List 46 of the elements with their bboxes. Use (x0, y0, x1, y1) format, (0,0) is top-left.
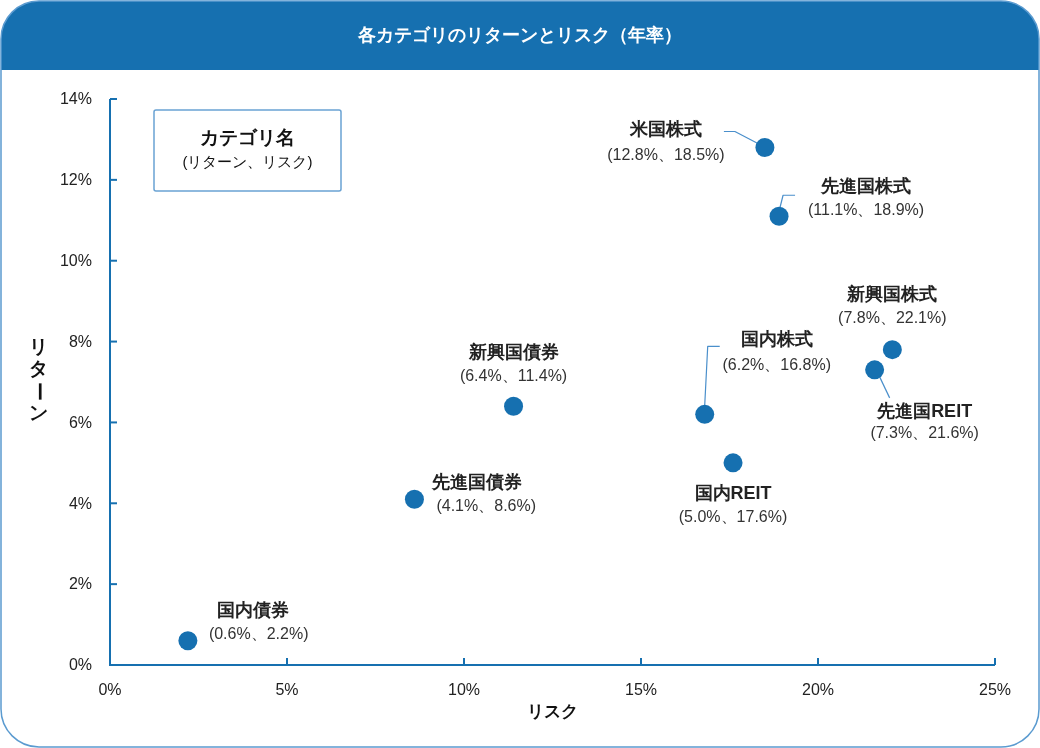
series-name: 先進国債券 (432, 472, 523, 492)
ytick: 14% (59, 90, 92, 108)
series-name: 先進国REIT (877, 400, 973, 421)
point (504, 396, 524, 416)
xtick: 10% (448, 681, 480, 699)
point (178, 631, 198, 651)
ytick: 2% (68, 575, 92, 593)
xtick: 15% (625, 681, 657, 699)
value-label: (7.3%、21.6%) (870, 424, 979, 442)
annotation: (リターン、リスク) (182, 152, 313, 170)
point (882, 340, 902, 360)
series-name: 国内債券 (216, 600, 289, 621)
ytick: 4% (68, 494, 92, 512)
series-name: 国内REIT (694, 482, 772, 503)
value-label: (11.1%、18.9%) (807, 201, 925, 219)
series-name: 国内株式 (740, 329, 813, 350)
xlabel: リスク (527, 702, 578, 722)
value-label: (5.0%、17.6%) (678, 508, 788, 526)
value-label: (6.2%、16.8%) (722, 355, 831, 373)
value-label: (0.6%、2.2%) (208, 624, 309, 642)
series-name: 米国株式 (629, 119, 702, 140)
series-name: 新興国株式 (847, 284, 938, 305)
ytick: 12% (59, 171, 92, 189)
point (769, 206, 789, 226)
value-label: (4.1%、8.6%) (436, 497, 537, 515)
ytick: 0% (68, 656, 92, 674)
xtick: 5% (275, 681, 299, 699)
point (723, 453, 743, 473)
value-label: (12.8%、18.5%) (607, 145, 725, 163)
value-label: (6.4%、11.4%) (459, 367, 568, 385)
point (755, 138, 775, 158)
annotation: カテゴリ名 (200, 127, 295, 148)
point (865, 360, 885, 380)
xtick: 0% (98, 681, 122, 699)
series-name: 先進国株式 (821, 176, 912, 196)
series-name: 新興国債券 (468, 342, 559, 362)
value-label: (7.8%、22.1%) (838, 308, 947, 326)
ytick: 6% (68, 413, 92, 431)
ytick: 10% (59, 251, 92, 269)
point (695, 404, 715, 424)
ylabel: リターン (27, 336, 49, 424)
xtick: 20% (802, 681, 834, 699)
ytick: 8% (68, 332, 92, 350)
title: 各カテゴリのリターンとリスク（年率） (358, 24, 682, 45)
xtick: 25% (979, 681, 1011, 699)
point (404, 489, 424, 509)
